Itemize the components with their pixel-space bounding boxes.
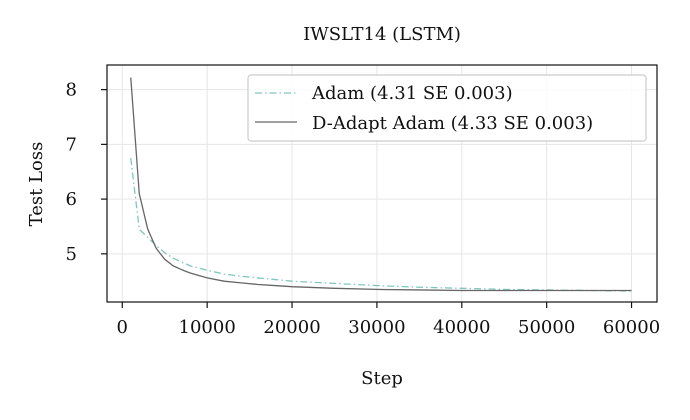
plot-area [130, 77, 632, 292]
x-axis-label: Step [361, 368, 403, 389]
x-tick-label: 40000 [433, 317, 490, 338]
x-tick-label: 0 [117, 317, 128, 338]
y-tick-label: 6 [66, 189, 77, 210]
y-tick-label: 7 [66, 134, 77, 155]
legend: Adam (4.31 SE 0.003) D-Adapt Adam (4.33 … [247, 74, 647, 142]
series-line-d-adapt-adam [130, 77, 632, 292]
legend-label-d-adapt-adam: D-Adapt Adam (4.33 SE 0.003) [312, 113, 593, 134]
series-line-adam [130, 157, 632, 292]
y-tick-label: 5 [66, 244, 77, 265]
plot-frame [106, 64, 658, 303]
x-tick-label: 50000 [518, 317, 575, 338]
y-axis-label: Test Loss [26, 142, 47, 227]
legend-box [247, 74, 647, 142]
legend-label-adam: Adam (4.31 SE 0.003) [311, 83, 513, 104]
x-tick-label: 30000 [348, 317, 405, 338]
y-tick-label: 8 [66, 80, 77, 101]
x-axis: 0 10000 20000 30000 40000 50000 60000 [117, 302, 660, 338]
x-tick-label: 10000 [179, 317, 236, 338]
x-tick-label: 60000 [603, 317, 660, 338]
chart-title: IWSLT14 (LSTM) [303, 24, 461, 45]
x-tick-label: 20000 [263, 317, 320, 338]
y-axis: 5 6 7 8 [66, 80, 107, 265]
